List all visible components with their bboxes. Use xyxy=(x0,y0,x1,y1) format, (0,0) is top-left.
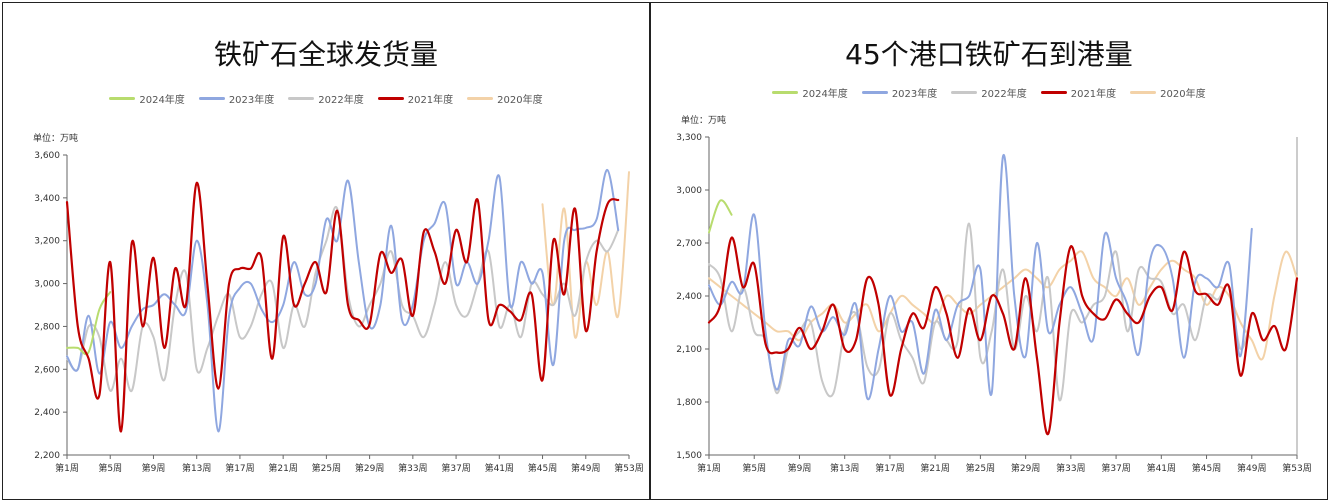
x-tick-label: 第5周 xyxy=(742,462,766,474)
legend-swatch xyxy=(288,97,315,100)
series-line-2021年度 xyxy=(65,181,620,433)
legend-swatch xyxy=(198,97,225,100)
x-tick-label: 第33周 xyxy=(1056,462,1085,474)
x-tick-label: 第17周 xyxy=(225,462,254,474)
chart-panel-port-arrivals: 45个港口铁矿石到港量 2024年度 2023年度 2022年度 2021年度 2020… xyxy=(650,2,1328,500)
legend-item[interactable]: 2022年度 xyxy=(288,91,364,106)
series-line-2021年度 xyxy=(707,236,1299,435)
y-tick-label: 3,400 xyxy=(34,194,60,204)
series-line-2023年度 xyxy=(66,168,620,433)
x-tick-label: 第53周 xyxy=(614,462,643,474)
x-tick-label: 第29周 xyxy=(1011,462,1040,474)
y-tick-label: 3,000 xyxy=(676,186,702,196)
legend-label: 2024年度 xyxy=(802,89,848,100)
legend-label: 2024年度 xyxy=(139,95,185,106)
y-tick-label: 2,100 xyxy=(676,345,702,355)
y-tick-label: 1,800 xyxy=(676,398,702,408)
x-tick-label: 第1周 xyxy=(55,462,79,474)
legend-item[interactable]: 2021年度 xyxy=(1040,85,1117,100)
series-line-2020年度 xyxy=(708,250,1298,361)
legend-item[interactable]: 2024年度 xyxy=(772,85,848,100)
y-tick-label: 2,200 xyxy=(34,451,60,461)
series-line-2024年度 xyxy=(66,291,112,356)
chart-panel-global-shipments: 铁矿石全球发货量 2024年度 2023年度 2022年度 2021年度 2020年度 … xyxy=(2,2,650,500)
y-tick-label: 3,600 xyxy=(34,151,60,161)
x-tick-label: 第25周 xyxy=(966,462,995,474)
legend-item[interactable]: 2020年度 xyxy=(1130,85,1206,100)
y-tick-label: 3,200 xyxy=(34,237,60,247)
line-chart-plot: 1,500 1,800 2,100 2,400 2,700 3,000 3,300 第1周 第5… xyxy=(676,133,1311,474)
chart-legend: 2024年度 2023年度 2022年度 2021年度 2020年度 xyxy=(651,85,1327,100)
y-tick-label: 2,400 xyxy=(34,408,60,418)
series-line-2022年度 xyxy=(708,222,1253,402)
x-tick-label: 第41周 xyxy=(485,462,514,474)
legend-item[interactable]: 2020年度 xyxy=(467,91,543,106)
x-tick-label: 第53周 xyxy=(1282,462,1311,474)
y-tick-label: 3,300 xyxy=(676,133,702,143)
x-tick-label: 第49周 xyxy=(571,462,600,474)
x-tick-label: 第29周 xyxy=(355,462,384,474)
legend-label: 2023年度 xyxy=(228,95,275,106)
line-chart-plot: 2,200 2,400 2,600 2,800 3,000 3,200 3,400 3,600… xyxy=(34,151,643,474)
legend-swatch xyxy=(377,97,404,100)
x-tick-label: 第49周 xyxy=(1237,462,1266,474)
x-tick-label: 第17周 xyxy=(875,462,904,474)
y-tick-label: 1,500 xyxy=(676,451,702,461)
legend-label: 2021年度 xyxy=(407,95,454,106)
x-tick-label: 第21周 xyxy=(920,462,949,474)
legend-swatch xyxy=(1130,91,1157,94)
x-tick-label: 第9周 xyxy=(142,462,166,474)
legend-swatch xyxy=(951,91,978,94)
x-tick-label: 第37周 xyxy=(441,462,470,474)
x-tick-label: 第25周 xyxy=(312,462,341,474)
y-tick-label: 2,600 xyxy=(34,365,60,375)
x-tick-label: 第13周 xyxy=(830,462,859,474)
chart-title: 铁矿石全球发货量 xyxy=(213,38,438,71)
legend-swatch xyxy=(109,97,136,100)
x-tick-label: 第9周 xyxy=(788,462,812,474)
legend-swatch xyxy=(861,91,888,94)
y-tick-label: 2,800 xyxy=(34,322,60,332)
x-tick-label: 第1周 xyxy=(697,462,721,474)
series-line-2022年度 xyxy=(66,205,620,392)
y-tick-label: 2,700 xyxy=(676,239,702,249)
x-tick-label: 第33周 xyxy=(398,462,427,474)
legend-label: 2022年度 xyxy=(981,89,1027,100)
series-line-2023年度 xyxy=(708,153,1253,401)
y-tick-label: 2,400 xyxy=(676,292,702,302)
x-tick-label: 第41周 xyxy=(1147,462,1176,474)
series-line-2020年度 xyxy=(541,171,630,339)
legend-item[interactable]: 2023年度 xyxy=(198,91,275,106)
x-tick-label: 第13周 xyxy=(182,462,211,474)
unit-label: 单位：万吨 xyxy=(681,116,727,126)
x-tick-label: 第21周 xyxy=(268,462,297,474)
legend-label: 2021年度 xyxy=(1070,89,1117,100)
legend-swatch xyxy=(1040,91,1067,94)
legend-swatch xyxy=(772,91,799,94)
x-tick-label: 第45周 xyxy=(1192,462,1221,474)
legend-item[interactable]: 2024年度 xyxy=(109,91,185,106)
legend-item[interactable]: 2022年度 xyxy=(951,85,1027,100)
x-tick-label: 第5周 xyxy=(98,462,122,474)
x-tick-label: 第37周 xyxy=(1101,462,1130,474)
chart-title: 45个港口铁矿石到港量 xyxy=(845,38,1133,71)
unit-label: 单位：万吨 xyxy=(33,134,79,144)
legend-label: 2022年度 xyxy=(318,95,364,106)
legend-label: 2020年度 xyxy=(497,95,543,106)
legend-item[interactable]: 2023年度 xyxy=(861,85,938,100)
chart-legend: 2024年度 2023年度 2022年度 2021年度 2020年度 xyxy=(3,91,649,106)
y-tick-label: 3,000 xyxy=(34,280,60,290)
series-line-2024年度 xyxy=(708,199,733,234)
legend-label: 2023年度 xyxy=(891,89,938,100)
x-tick-label: 第45周 xyxy=(528,462,557,474)
legend-item[interactable]: 2021年度 xyxy=(377,91,454,106)
legend-swatch xyxy=(467,97,494,100)
legend-label: 2020年度 xyxy=(1160,89,1206,100)
